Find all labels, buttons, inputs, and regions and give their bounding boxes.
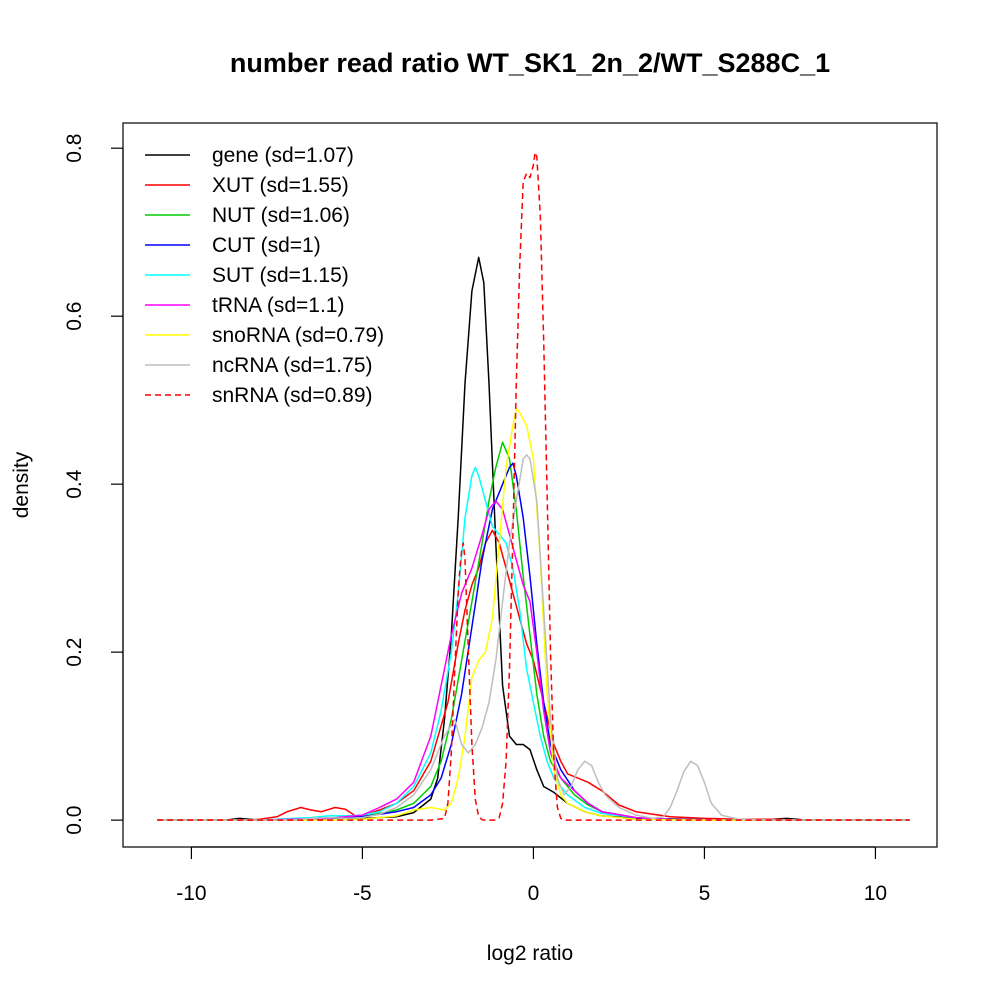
x-axis: -10 -5 0 5 10 [176, 846, 887, 905]
legend-label: tRNA (sd=1.1) [212, 294, 344, 317]
series-line-8 [157, 151, 910, 821]
legend-label: SUT (sd=1.15) [212, 264, 349, 287]
x-tick-label: 10 [864, 882, 887, 905]
x-tick-label: -10 [176, 882, 206, 905]
series-line-4 [157, 466, 910, 821]
y-tick-label: 0.2 [63, 638, 86, 667]
x-tick-label: 0 [528, 882, 540, 905]
y-tick-label: 0.6 [63, 302, 86, 331]
y-tick-label: 0.0 [63, 806, 86, 835]
series-line-3 [157, 462, 910, 821]
series-line-1 [157, 529, 910, 821]
legend-label: XUT (sd=1.55) [212, 174, 349, 197]
legend-label: NUT (sd=1.06) [212, 204, 350, 227]
series-line-6 [157, 407, 910, 821]
legend-label: snRNA (sd=0.89) [212, 384, 373, 407]
legend-label: CUT (sd=1) [212, 234, 321, 257]
x-axis-label: log2 ratio [487, 942, 573, 965]
y-tick-label: 0.8 [63, 134, 86, 163]
series-line-5 [157, 500, 910, 821]
legend-label: ncRNA (sd=1.75) [212, 354, 373, 377]
x-tick-label: -5 [353, 882, 372, 905]
plot-frame [122, 122, 938, 848]
legend-label: gene (sd=1.07) [212, 144, 354, 167]
chart-title: number read ratio WT_SK1_2n_2/WT_S288C_1 [230, 48, 830, 78]
y-axis: 0.0 0.2 0.4 0.6 0.8 [63, 134, 124, 835]
x-tick-label: 5 [699, 882, 711, 905]
y-tick-label: 0.4 [63, 469, 86, 499]
series-line-7 [157, 454, 910, 821]
legend: gene (sd=1.07) XUT (sd=1.55) NUT (sd=1.06)… [145, 144, 384, 407]
plot-series [157, 151, 910, 821]
y-axis-label: density [10, 451, 33, 518]
legend-label: snoRNA (sd=0.79) [212, 324, 384, 347]
